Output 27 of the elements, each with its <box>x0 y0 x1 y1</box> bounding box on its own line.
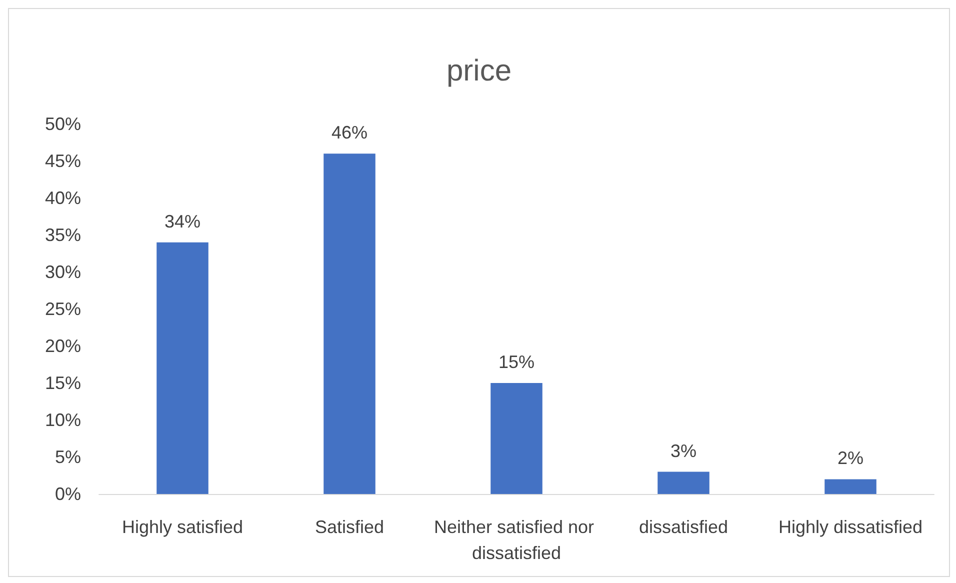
data-label: 3% <box>670 440 697 461</box>
bar <box>490 383 542 494</box>
bar <box>156 242 208 494</box>
y-tick-label: 15% <box>44 373 81 393</box>
x-tick-label: Neither satisfied nor dissatisfied <box>434 517 600 563</box>
data-label: 34% <box>164 211 201 232</box>
bar <box>658 472 710 494</box>
y-tick-label: 0% <box>54 484 81 504</box>
y-tick-label: 10% <box>44 410 81 430</box>
y-tick-label: 50% <box>44 114 81 134</box>
y-tick-label: 45% <box>44 151 81 171</box>
y-tick-label: 35% <box>44 225 81 245</box>
y-tick-label: 30% <box>44 262 81 282</box>
y-tick-label: 25% <box>44 299 81 319</box>
bar <box>824 479 876 494</box>
bar <box>324 154 376 494</box>
x-tick-label: Satisfied <box>314 517 384 537</box>
y-tick-label: 5% <box>54 447 81 467</box>
y-tick-label: 40% <box>44 188 81 208</box>
x-tick-label: dissatisfied <box>638 517 728 537</box>
data-label: 15% <box>498 352 535 372</box>
chart-title: price <box>446 54 512 88</box>
x-tick-label: Highly satisfied <box>122 517 244 537</box>
data-label: 46% <box>331 122 368 143</box>
y-tick-label: 20% <box>44 336 81 356</box>
data-label: 2% <box>837 448 864 468</box>
x-tick-label: Highly dissatisfied <box>778 517 923 537</box>
